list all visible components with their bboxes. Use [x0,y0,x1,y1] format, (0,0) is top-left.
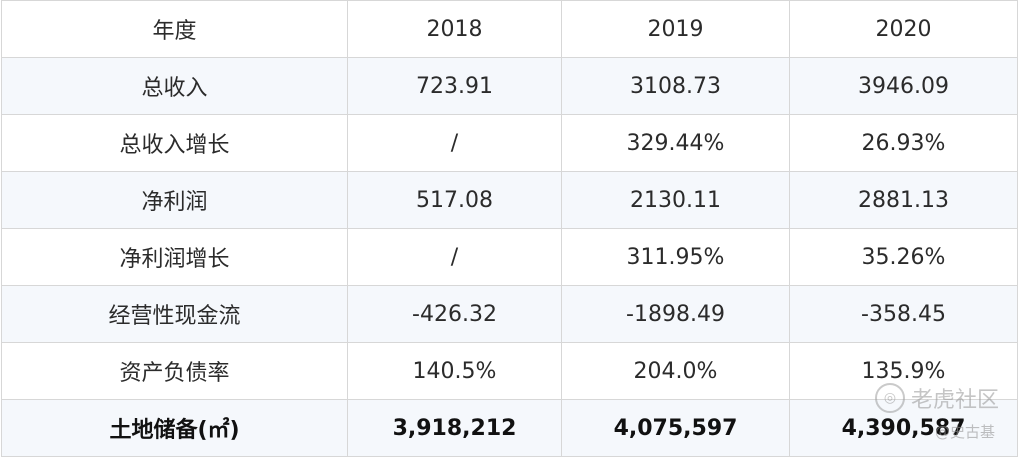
table-cell: / [347,114,562,172]
row-label: 土地储备(㎡) [1,399,348,457]
table-cell: 3108.73 [561,57,790,115]
table-header-row: 年度 2018 2019 2020 [1,0,1018,58]
header-cell-2020: 2020 [789,0,1018,58]
table-row: 净利润增长 / 311.95% 35.26% [1,228,1018,286]
table-cell: 2130.11 [561,171,790,229]
row-label: 总收入增长 [1,114,348,172]
table-cell: 135.9% [789,342,1018,400]
table-cell: 26.93% [789,114,1018,172]
table-cell: 2881.13 [789,171,1018,229]
table-cell: 4,075,597 [561,399,790,457]
row-label: 资产负债率 [1,342,348,400]
table-cell: 517.08 [347,171,562,229]
table-cell: 35.26% [789,228,1018,286]
table-cell: -426.32 [347,285,562,343]
table-cell: 204.0% [561,342,790,400]
table-row: 土地储备(㎡) 3,918,212 4,075,597 4,390,587 [1,399,1018,457]
row-label: 净利润 [1,171,348,229]
table-row: 资产负债率 140.5% 204.0% 135.9% [1,342,1018,400]
table-cell: 311.95% [561,228,790,286]
table-cell: -358.45 [789,285,1018,343]
table-row: 经营性现金流 -426.32 -1898.49 -358.45 [1,285,1018,343]
table-row: 总收入 723.91 3108.73 3946.09 [1,57,1018,115]
table-cell: 329.44% [561,114,790,172]
table-cell: 723.91 [347,57,562,115]
table-cell: 3946.09 [789,57,1018,115]
row-label: 净利润增长 [1,228,348,286]
table-cell: 140.5% [347,342,562,400]
header-cell-2019: 2019 [561,0,790,58]
row-label: 总收入 [1,57,348,115]
row-label: 经营性现金流 [1,285,348,343]
table-cell: 4,390,587 [789,399,1018,457]
table-cell: / [347,228,562,286]
header-cell-year: 年度 [1,0,348,58]
table-row: 净利润 517.08 2130.11 2881.13 [1,171,1018,229]
table-cell: -1898.49 [561,285,790,343]
table-cell: 3,918,212 [347,399,562,457]
header-cell-2018: 2018 [347,0,562,58]
table-row: 总收入增长 / 329.44% 26.93% [1,114,1018,172]
